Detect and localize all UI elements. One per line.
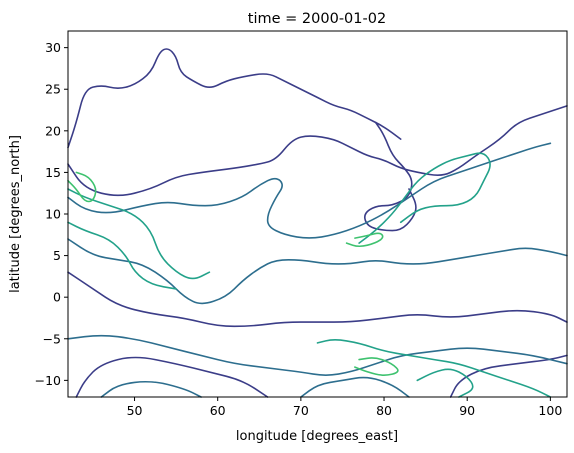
contour-line-level-3 <box>67 188 211 280</box>
y-axis-label: latitude [degrees_north] <box>8 135 23 293</box>
x-axis-label: longitude [degrees_east] <box>236 429 398 444</box>
y-tick-label: −5 <box>43 331 61 346</box>
contour-line-level-1 <box>67 48 402 149</box>
contour-line-level-1 <box>363 121 417 232</box>
x-tick-label: 50 <box>127 403 143 418</box>
y-tick-label: 25 <box>45 82 61 97</box>
x-tick-label: 80 <box>376 403 392 418</box>
y-tick-label: 0 <box>53 290 61 305</box>
x-tick-label: 60 <box>210 403 226 418</box>
y-tick-label: 30 <box>45 40 61 55</box>
contour-line-level-2 <box>300 376 410 398</box>
y-tick-label: 10 <box>45 207 61 222</box>
y-tick-label: 15 <box>45 165 61 180</box>
contour-line-level-3 <box>416 368 474 398</box>
contour-line-level-3 <box>358 152 491 244</box>
contour-line-level-1 <box>67 271 568 328</box>
contour-line-level-4 <box>67 171 97 203</box>
x-axis-ticks: 50 60 70 80 90 100 <box>127 397 562 418</box>
contour-line-level-3 <box>316 339 552 398</box>
contour-line-level-3 <box>67 221 177 290</box>
y-tick-label: 5 <box>53 248 61 263</box>
contour-line-level-2 <box>67 334 568 376</box>
contour-lines <box>67 48 568 398</box>
x-tick-label: 90 <box>459 403 475 418</box>
contour-line-level-2 <box>67 142 552 239</box>
y-tick-label: −10 <box>35 373 61 388</box>
y-axis-ticks: −10 −5 0 5 10 15 20 25 30 <box>35 40 68 388</box>
contour-line-level-1 <box>75 356 269 398</box>
contour-line-level-4 <box>354 357 399 376</box>
x-tick-label: 100 <box>538 403 562 418</box>
contour-line-level-1 <box>449 354 568 398</box>
chart-title: time = 2000-01-02 <box>248 11 386 27</box>
contour-line-level-1 <box>67 105 568 197</box>
y-tick-label: 20 <box>45 123 61 138</box>
contour-line-level-4 <box>345 232 384 248</box>
contour-line-level-2 <box>67 238 568 305</box>
contour-line-level-2 <box>100 380 202 398</box>
x-tick-label: 70 <box>293 403 309 418</box>
